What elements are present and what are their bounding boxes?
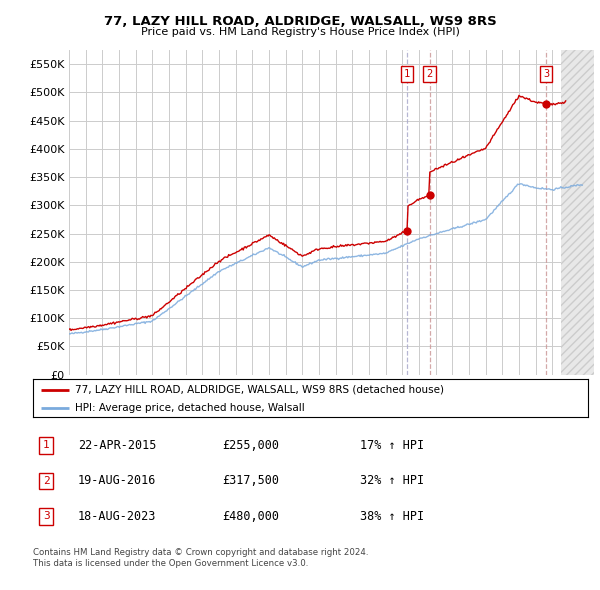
Text: 17% ↑ HPI: 17% ↑ HPI [360, 439, 424, 452]
Text: Price paid vs. HM Land Registry's House Price Index (HPI): Price paid vs. HM Land Registry's House … [140, 27, 460, 37]
Text: 1: 1 [404, 69, 410, 79]
Text: 2: 2 [43, 476, 50, 486]
Text: This data is licensed under the Open Government Licence v3.0.: This data is licensed under the Open Gov… [33, 559, 308, 568]
Text: 1: 1 [43, 441, 50, 450]
Text: 77, LAZY HILL ROAD, ALDRIDGE, WALSALL, WS9 8RS: 77, LAZY HILL ROAD, ALDRIDGE, WALSALL, W… [104, 15, 496, 28]
Text: 3: 3 [43, 512, 50, 521]
Text: 32% ↑ HPI: 32% ↑ HPI [360, 474, 424, 487]
Text: £255,000: £255,000 [222, 439, 279, 452]
Text: 2: 2 [427, 69, 433, 79]
Text: Contains HM Land Registry data © Crown copyright and database right 2024.: Contains HM Land Registry data © Crown c… [33, 548, 368, 556]
Text: 22-APR-2015: 22-APR-2015 [78, 439, 157, 452]
Bar [560, 50, 594, 375]
Text: £480,000: £480,000 [222, 510, 279, 523]
Text: 18-AUG-2023: 18-AUG-2023 [78, 510, 157, 523]
Text: HPI: Average price, detached house, Walsall: HPI: Average price, detached house, Wals… [74, 402, 304, 412]
Text: 38% ↑ HPI: 38% ↑ HPI [360, 510, 424, 523]
Text: 77, LAZY HILL ROAD, ALDRIDGE, WALSALL, WS9 8RS (detached house): 77, LAZY HILL ROAD, ALDRIDGE, WALSALL, W… [74, 385, 443, 395]
Text: 3: 3 [543, 69, 549, 79]
Text: 19-AUG-2016: 19-AUG-2016 [78, 474, 157, 487]
Text: £317,500: £317,500 [222, 474, 279, 487]
Bar [560, 50, 594, 375]
